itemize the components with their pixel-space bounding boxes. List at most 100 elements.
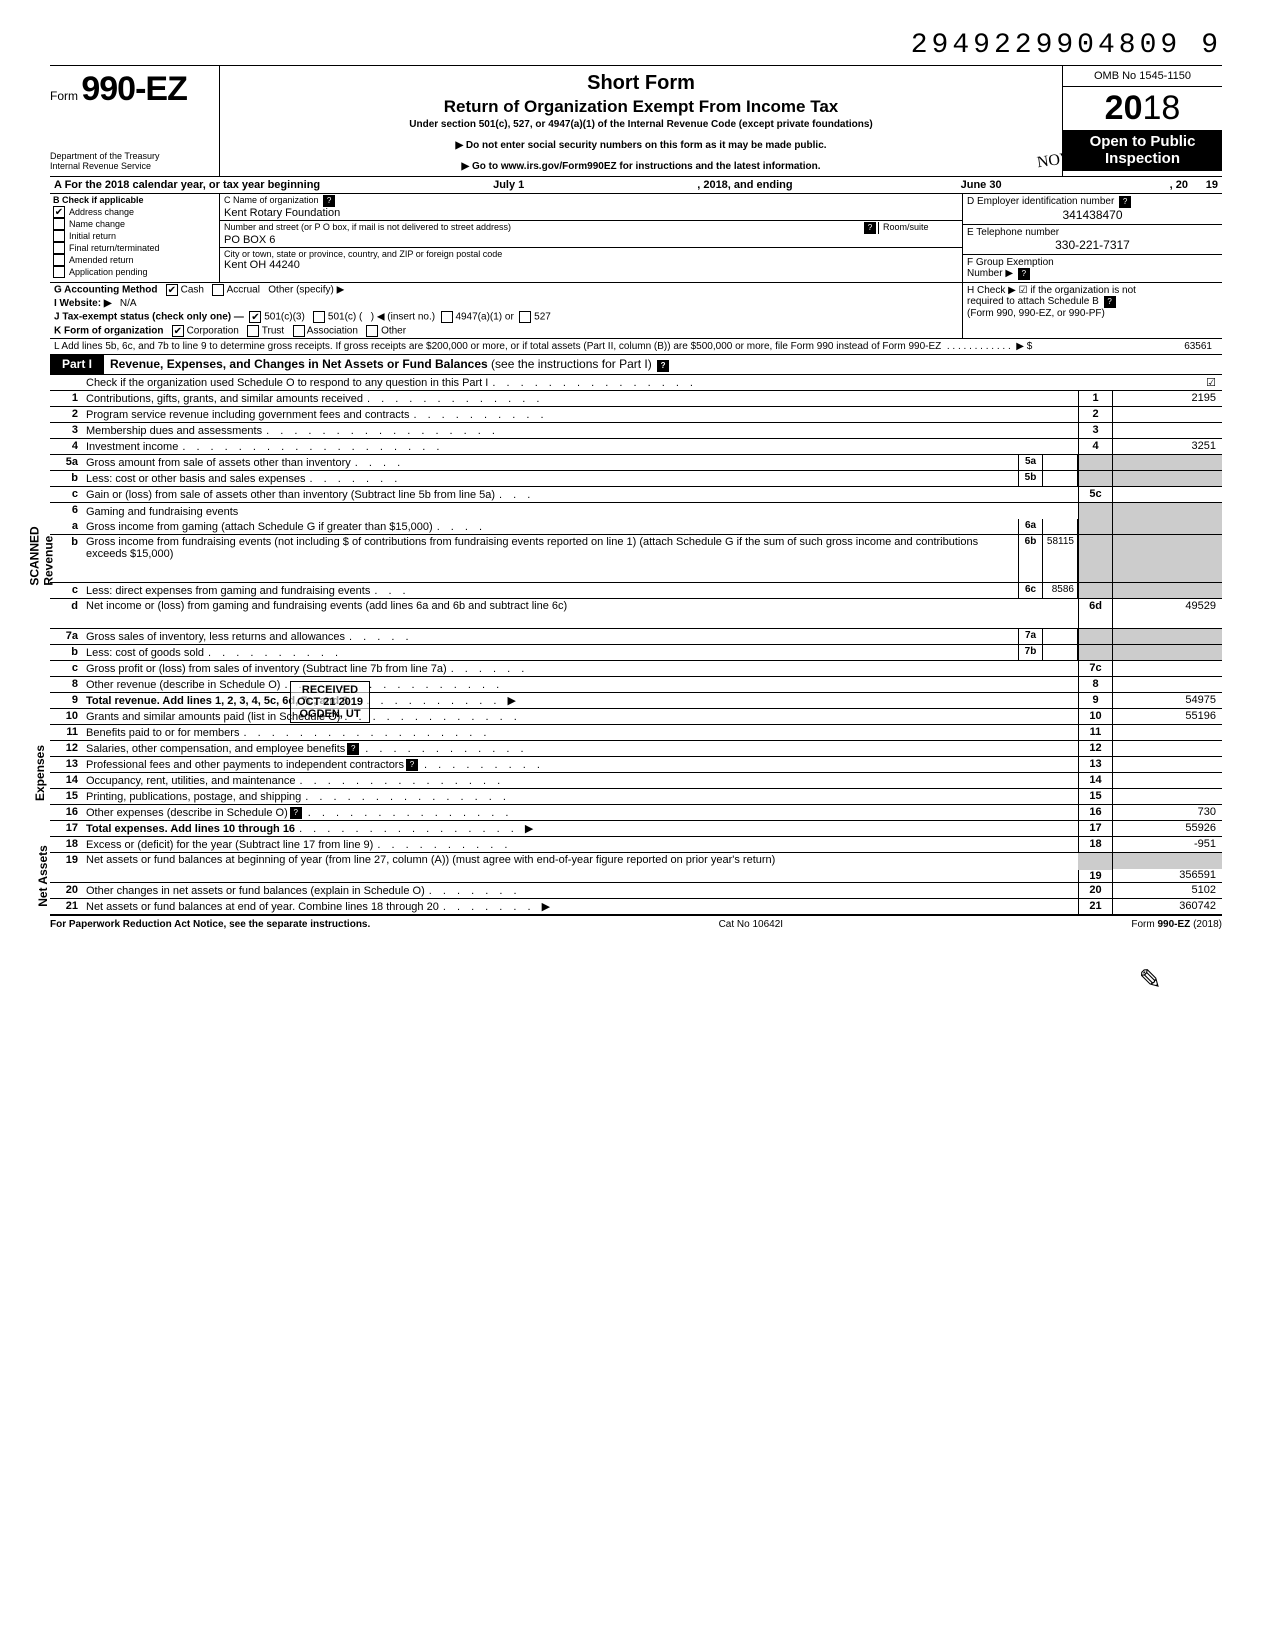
- checkbox-icon[interactable]: [313, 311, 325, 323]
- help-icon[interactable]: ?: [1119, 196, 1131, 208]
- line-desc: Gross amount from sale of assets other t…: [86, 457, 351, 469]
- line-13: 13 Professional fees and other payments …: [50, 757, 1222, 773]
- line-rval-shade: [1112, 583, 1222, 598]
- row-a: A For the 2018 calendar year, or tax yea…: [50, 177, 1222, 194]
- row-a-yy: 19: [1188, 179, 1218, 191]
- row-a-pre: A For the 2018 calendar year, or tax yea…: [54, 179, 320, 191]
- help-icon[interactable]: ?: [323, 195, 335, 207]
- side-label-revenue: SCANNED Revenue: [28, 527, 56, 586]
- line-rnum: 19: [1079, 870, 1112, 882]
- mid-val: [1043, 645, 1077, 660]
- checkbox-icon[interactable]: ✔: [172, 325, 184, 337]
- line-rnum: 6d: [1078, 599, 1112, 628]
- help-icon[interactable]: ?: [406, 759, 418, 771]
- year-suffix: 18: [1143, 89, 1181, 127]
- col-de: D Employer identification number ? 34143…: [962, 194, 1222, 282]
- line-9: 9 Total revenue. Add lines 1, 2, 3, 4, 5…: [50, 693, 1222, 709]
- scanned-stamp: SCANNED: [28, 527, 42, 586]
- line-num: b: [50, 471, 84, 486]
- checkbox-icon[interactable]: ✔: [249, 311, 261, 323]
- line-num: c: [50, 487, 84, 502]
- l-amount: 63561: [1098, 341, 1218, 352]
- help-icon[interactable]: ?: [657, 360, 669, 372]
- net-assets-section: Net Assets 18 Excess or (deficit) for th…: [50, 837, 1222, 915]
- line-6b: b Gross income from fundraising events (…: [50, 535, 1222, 583]
- line-rnum: 10: [1078, 709, 1112, 724]
- checkbox-icon[interactable]: [53, 230, 65, 242]
- checkbox-icon[interactable]: [53, 242, 65, 254]
- line-18: 18 Excess or (deficit) for the year (Sub…: [50, 837, 1222, 853]
- line-rnum: 1: [1078, 391, 1112, 406]
- subtitle: Under section 501(c), 527, or 4947(a)(1)…: [230, 119, 1052, 130]
- line-num: 14: [50, 773, 84, 788]
- checkbox-icon[interactable]: [53, 254, 65, 266]
- check-text: Check if the organization used Schedule …: [86, 377, 488, 389]
- help-icon[interactable]: ?: [1018, 268, 1030, 280]
- f-label2: Number ▶: [967, 268, 1013, 279]
- line-desc: Total expenses. Add lines 10 through 16: [86, 823, 295, 835]
- line-rval: 3251: [1112, 439, 1222, 454]
- line-num: c: [50, 661, 84, 676]
- line-6: 6 Gaming and fundraising events: [50, 503, 1222, 519]
- k-corp: Corporation: [187, 326, 239, 337]
- mid-num: 5b: [1019, 471, 1043, 486]
- checkbox-icon[interactable]: ✔: [53, 206, 65, 218]
- header-right: OMB No 1545-1150 2018 Open to Public Ins…: [1062, 66, 1222, 176]
- line-desc: Excess or (deficit) for the year (Subtra…: [86, 839, 373, 851]
- row-g: G Accounting Method ✔ Cash Accrual Other…: [50, 283, 962, 297]
- line-num: 4: [50, 439, 84, 454]
- help-icon[interactable]: ?: [347, 743, 359, 755]
- line-num: 15: [50, 789, 84, 804]
- chk-label: Amended return: [69, 255, 134, 265]
- help-icon[interactable]: ?: [1104, 296, 1116, 308]
- line-7b: b Less: cost of goods sold. . . . . . . …: [50, 645, 1222, 661]
- line-rval: [1112, 407, 1222, 422]
- part1-check-row: Check if the organization used Schedule …: [50, 375, 1222, 391]
- help-icon[interactable]: ?: [864, 222, 876, 234]
- checkbox-icon[interactable]: [293, 325, 305, 337]
- mid-num: 6c: [1019, 583, 1043, 598]
- line-12: 12 Salaries, other compensation, and emp…: [50, 741, 1222, 757]
- line-rval: 55926: [1112, 821, 1222, 836]
- g-accrual: Accrual: [227, 285, 260, 296]
- checkbox-icon[interactable]: [212, 284, 224, 296]
- j-insert: ) ◀ (insert no.): [371, 312, 435, 323]
- line-6d: d Net income or (loss) from gaming and f…: [50, 599, 1222, 629]
- checkbox-icon[interactable]: ✔: [166, 284, 178, 296]
- col-c: C Name of organization ? Kent Rotary Fou…: [220, 194, 962, 282]
- c-label: C Name of organization: [224, 195, 319, 205]
- ghijk-left: G Accounting Method ✔ Cash Accrual Other…: [50, 283, 962, 338]
- col-b: B Check if applicable ✔Address change Na…: [50, 194, 220, 282]
- mid-val: 58115: [1043, 535, 1077, 582]
- title-return: Return of Organization Exempt From Incom…: [230, 97, 1052, 117]
- line-3: 3 Membership dues and assessments. . . .…: [50, 423, 1222, 439]
- help-icon[interactable]: ?: [290, 807, 302, 819]
- checkbox-icon[interactable]: [441, 311, 453, 323]
- checkbox-icon[interactable]: [247, 325, 259, 337]
- check-box[interactable]: ☑: [1192, 375, 1222, 390]
- header-mid: Short Form Return of Organization Exempt…: [220, 66, 1062, 176]
- checkbox-icon[interactable]: [366, 325, 378, 337]
- f-label: F Group Exemption: [967, 257, 1218, 268]
- mid-num: 6b: [1019, 535, 1043, 582]
- checkbox-icon[interactable]: [53, 218, 65, 230]
- checkbox-icon[interactable]: [53, 266, 65, 278]
- line-rval-shade: [1112, 455, 1222, 470]
- side-label-net-assets: Net Assets: [36, 845, 50, 907]
- line-rval: [1112, 661, 1222, 676]
- chk-label: Address change: [69, 207, 134, 217]
- expenses-section: Expenses 10 Grants and similar amounts p…: [50, 709, 1222, 837]
- form-prefix: Form: [50, 89, 78, 103]
- line-desc: Gross profit or (loss) from sales of inv…: [86, 663, 447, 675]
- line-10: 10 Grants and similar amounts paid (list…: [50, 709, 1222, 725]
- chk-label: Final return/terminated: [69, 243, 160, 253]
- checkbox-icon[interactable]: [519, 311, 531, 323]
- form-number: Form 990-EZ: [50, 70, 213, 109]
- g-cash: Cash: [181, 285, 204, 296]
- line-rval-shade: [1112, 645, 1222, 660]
- line-rnum: 3: [1078, 423, 1112, 438]
- line-desc: Grants and similar amounts paid (list in…: [86, 711, 340, 723]
- line-desc: Other revenue (describe in Schedule O): [86, 679, 280, 691]
- h-line2: required to attach Schedule B: [967, 296, 1099, 307]
- line-desc: Gain or (loss) from sale of assets other…: [86, 489, 495, 501]
